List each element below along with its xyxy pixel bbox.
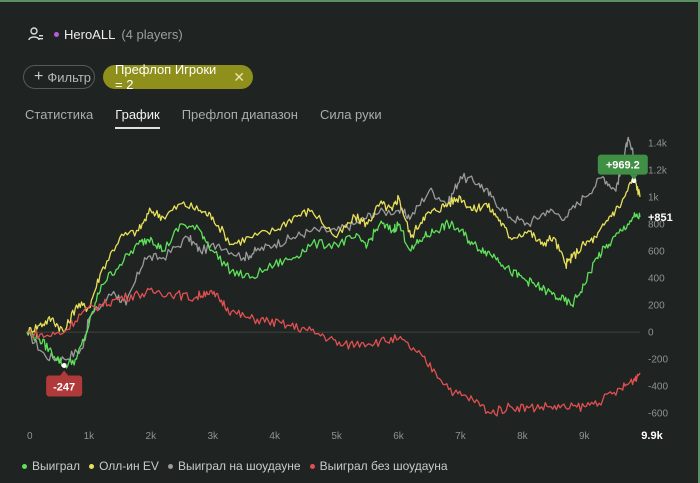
legend-item-showdown[interactable]: Выиграл на шоудауне [167, 459, 301, 473]
winnings-chart-panel: 1.4k 1.2k 1k 800 600 400 200 0 -200 -400 -600 0 1k 2k… [15, 128, 685, 453]
won-min-point [61, 362, 67, 368]
x-tick-label: 0 [27, 431, 33, 442]
legend-bullet-non-showdown [309, 463, 315, 469]
series-showdown-line [26, 136, 641, 364]
series-allin-ev-line [26, 175, 641, 336]
y-tick-label: -200 [648, 355, 668, 366]
x-tick-label: 6k [393, 431, 405, 442]
legend-bullet-showdown [167, 463, 173, 469]
x-end-label: 9.9k [641, 430, 663, 442]
x-tick-label: 4k [269, 431, 281, 442]
legend-item-non-showdown[interactable]: Выиграл без шоудауна [309, 459, 448, 473]
tab-preflop-range[interactable]: Префлоп диапазон [181, 107, 298, 122]
winnings-chart[interactable]: 1.4k 1.2k 1k 800 600 400 200 0 -200 -400 -600 0 1k 2k… [15, 128, 685, 453]
legend-bullet-won [22, 463, 27, 469]
legend-label-non-showdown: Выиграл без шоудауна [319, 459, 448, 473]
allin-ev-badge-pointer [629, 174, 638, 180]
add-filter-button[interactable]: + Фильтр [23, 65, 95, 89]
y-tick-label: 200 [648, 301, 665, 312]
legend-label-won: Выиграл [32, 459, 81, 473]
x-tick-label: 8k [517, 431, 529, 442]
y-tick-label: 1k [648, 192, 660, 203]
legend-item-allin-ev[interactable]: Олл-ин EV [89, 459, 159, 473]
y-tick-label: 400 [648, 274, 665, 285]
report-header: HeroALL (4 players) [28, 24, 183, 44]
player-settings-icon[interactable] [28, 26, 44, 42]
x-tick-label: 3k [207, 431, 219, 442]
x-tick-label: 1k [84, 431, 96, 442]
allin-ev-badge [597, 154, 648, 175]
window-frame-right [698, 0, 700, 483]
hero-name[interactable]: HeroALL [64, 26, 116, 42]
y-tick-label: -600 [648, 409, 668, 420]
tab-graph[interactable]: График [115, 107, 160, 129]
add-filter-label: Фильтр [47, 69, 92, 85]
y-tick-label: -400 [648, 382, 668, 393]
chart-legend: Выиграл Олл-ин EV Выиграл на шоудауне Вы… [22, 459, 457, 473]
series-non-showdown-line [26, 287, 641, 417]
legend-label-showdown: Выиграл на шоудауне [177, 459, 301, 473]
report-tabs: Статистика График Префлоп диапазон Сила … [25, 107, 404, 129]
series-won-line [26, 212, 641, 369]
x-tick-label: 2k [146, 431, 158, 442]
allin-ev-badge-label: +969.2 [606, 160, 640, 172]
plus-icon: + [34, 68, 44, 85]
active-filter-label: Префлоп Игроки = 2 [115, 62, 217, 92]
close-icon[interactable]: ✕ [233, 68, 245, 85]
y-tick-label: 1.4k [648, 138, 668, 149]
players-count: (4 players) [121, 26, 183, 42]
legend-bullet-allin-ev [89, 463, 95, 469]
won-end-label: +851 [648, 212, 673, 224]
won-min-badge-pointer [60, 370, 69, 376]
window-frame-top [0, 0, 700, 2]
active-filter-chip[interactable]: Префлоп Игроки = 2 ✕ [103, 62, 253, 92]
tab-hand-strength[interactable]: Сила руки [319, 107, 382, 122]
legend-label-allin-ev: Олл-ин EV [99, 459, 159, 473]
won-min-badge-label: -247 [53, 381, 75, 393]
tab-statistics[interactable]: Статистика [25, 107, 94, 122]
x-tick-label: 5k [331, 431, 343, 442]
y-tick-label: 600 [648, 246, 665, 257]
legend-item-won[interactable]: Выиграл [22, 459, 80, 473]
x-tick-label: 7k [455, 431, 467, 442]
x-tick-label: 9k [579, 431, 591, 442]
hero-color-dot [54, 31, 59, 37]
allin-ev-end-point [631, 178, 637, 184]
y-tick-label: 800 [648, 219, 665, 230]
filter-chips: + Фильтр Префлоп Игроки = 2 ✕ [23, 62, 253, 92]
y-tick-label: 1.2k [648, 165, 668, 176]
won-min-badge [46, 375, 83, 397]
y-tick-label: 0 [648, 328, 654, 339]
